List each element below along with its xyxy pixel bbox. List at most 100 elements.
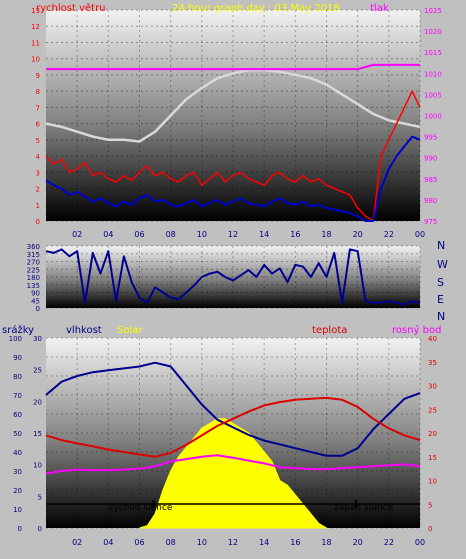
humidity-label: vlhkost (66, 325, 102, 336)
humidity-x-tick: 06 (134, 538, 144, 547)
humidity-y-tick: 5 (38, 493, 42, 501)
pressure-y-tick: 1005 (424, 91, 442, 99)
pressure-y-tick: 990 (424, 155, 437, 163)
compass-s: S (437, 276, 444, 289)
wind-speed-label: rychlost větru (36, 2, 106, 14)
solar-area (139, 418, 329, 529)
dewpoint-line (45, 454, 421, 475)
compass-n-bottom: N (437, 310, 445, 323)
direction-y-tick: 135 (27, 282, 40, 290)
humidity-x-tick: 16 (290, 538, 300, 547)
rain-y-tick: 10 (13, 506, 22, 514)
wind-x-tick: 12 (228, 230, 238, 239)
pressure-y-tick: 995 (424, 134, 437, 142)
rain-y-tick: 100 (9, 335, 22, 343)
grid-layer (46, 9, 421, 529)
humidity-x-tick: 18 (321, 538, 331, 547)
humidity-y-tick: 0 (38, 525, 42, 533)
pressure-y-tick: 1010 (424, 70, 442, 78)
pressure-trace-line (45, 68, 421, 143)
pressure-y-tick: 980 (424, 197, 437, 205)
temperature-y-tick: 35 (428, 359, 437, 367)
humidity-x-tick: 04 (103, 538, 113, 547)
direction-y-tick: 0 (36, 305, 40, 313)
series-layer (45, 63, 421, 529)
pressure-y-tick: 1000 (424, 113, 442, 121)
wind-x-tick: 02 (72, 230, 82, 239)
rain-y-tick: 50 (13, 430, 22, 438)
graph-title: 24 hour graph day : 03.May 2018 (172, 3, 340, 14)
wind-y-tick: 0 (36, 218, 40, 226)
axis-layer: 0123456789101112139759809859909951000100… (9, 7, 442, 547)
wind-x-tick: 10 (197, 230, 207, 239)
sunset-label: západ slunce (334, 503, 394, 513)
direction-y-tick: 360 (27, 243, 40, 251)
wind-gust-line (45, 90, 421, 222)
solar-label: Solar (117, 325, 143, 336)
wind-x-tick: 18 (321, 230, 331, 239)
humidity-y-tick: 30 (33, 335, 42, 343)
humidity-x-tick: 02 (72, 538, 82, 547)
dewpoint-label: rosný bod (392, 324, 441, 336)
direction-y-tick: 270 (27, 259, 40, 267)
temperature-y-tick: 5 (428, 501, 432, 509)
humidity-x-tick: 22 (384, 538, 394, 547)
wind-x-tick: 20 (353, 230, 363, 239)
wind-y-tick: 13 (31, 7, 40, 15)
direction-y-tick: 180 (27, 274, 40, 282)
humidity-y-tick: 15 (33, 430, 42, 438)
sunrise-label: východ slunce (108, 503, 173, 513)
wind-x-tick: 04 (103, 230, 113, 239)
wind-y-tick: 6 (36, 121, 41, 129)
wind-y-tick: 2 (36, 186, 40, 194)
wind-x-tick: 06 (134, 230, 144, 239)
pressure-y-tick: 985 (424, 176, 437, 184)
temperature-y-tick: 20 (428, 430, 437, 438)
rain-label: srážky (2, 324, 34, 336)
humidity-x-tick: 00 (415, 538, 425, 547)
wind-x-tick: 00 (415, 230, 425, 239)
humidity-x-tick: 10 (197, 538, 207, 547)
pressure-label: tlak (370, 3, 389, 14)
rain-y-tick: 90 (13, 354, 22, 362)
compass-n-top: N (437, 239, 445, 252)
pressure-y-tick: 1020 (424, 28, 442, 36)
pressure-y-tick: 1025 (424, 7, 442, 15)
pressure-y-tick: 1015 (424, 49, 442, 57)
direction-y-tick: 90 (31, 290, 40, 298)
temperature-label: teplota (312, 325, 347, 336)
rain-y-tick: 20 (13, 487, 22, 495)
pressure-line (46, 63, 420, 71)
wind-x-tick: 14 (259, 230, 269, 239)
temperature-y-tick: 10 (428, 478, 437, 486)
humidity-x-tick: 14 (259, 538, 269, 547)
temperature-line (45, 396, 421, 458)
wind-y-tick: 7 (36, 104, 40, 112)
direction-y-tick: 45 (31, 297, 40, 305)
temperature-y-tick: 30 (428, 383, 437, 391)
wind-y-tick: 11 (31, 39, 40, 47)
wind-average-line (45, 135, 421, 222)
rain-y-tick: 70 (13, 392, 22, 400)
humidity-y-tick: 20 (33, 398, 42, 406)
compass-w: W (437, 258, 448, 271)
wind-x-tick: 08 (166, 230, 176, 239)
pressure-y-tick: 975 (424, 218, 437, 226)
wind-y-tick: 1 (36, 202, 40, 210)
wind-y-tick: 8 (36, 88, 40, 96)
wind-direction-line (45, 248, 421, 306)
direction-y-tick: 225 (27, 266, 40, 274)
rain-y-tick: 30 (13, 468, 22, 476)
temperature-y-tick: 40 (428, 335, 437, 343)
rain-y-tick: 40 (13, 449, 22, 457)
temperature-y-tick: 15 (428, 454, 437, 462)
wind-y-tick: 3 (36, 169, 40, 177)
wind-y-tick: 12 (31, 23, 40, 31)
humidity-x-tick: 12 (228, 538, 238, 547)
compass-e: E (437, 293, 444, 306)
wind-plot-area (46, 10, 420, 221)
humidity-y-tick: 25 (33, 367, 42, 375)
humidity-x-tick: 08 (166, 538, 176, 547)
